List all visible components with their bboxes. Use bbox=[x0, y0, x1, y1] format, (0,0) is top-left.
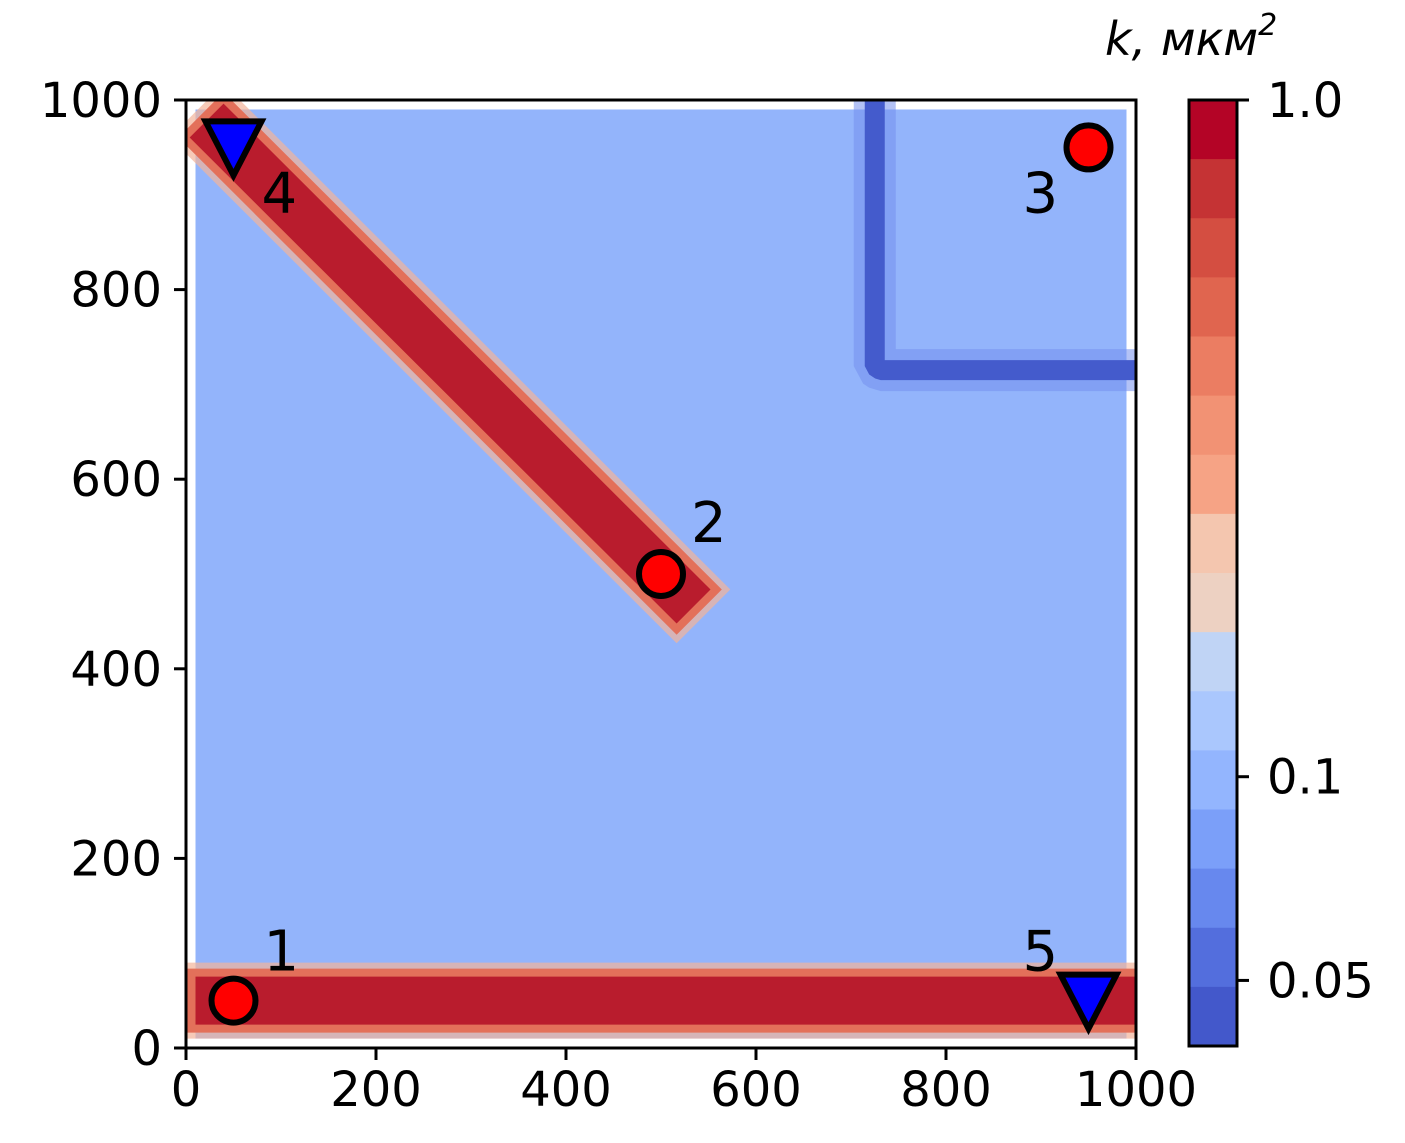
colorbar-level bbox=[1189, 809, 1237, 870]
colorbar-level bbox=[1189, 868, 1237, 929]
axes: 0 200 400 600 800 1000 0 200 400 600 800 1000 bbox=[40, 73, 1197, 1118]
colorbar: 1.0 0.1 0.05 bbox=[1187, 73, 1374, 1048]
well-4-marker bbox=[200, 118, 267, 182]
colorbar-tick-label: 0.05 bbox=[1267, 953, 1374, 1009]
colorbar-level bbox=[1189, 750, 1237, 811]
well-5-label: 5 bbox=[1023, 920, 1059, 985]
colorbar-title-sup: 2 bbox=[1258, 8, 1277, 43]
y-tick-label: 800 bbox=[70, 263, 162, 319]
well-1-marker bbox=[208, 975, 259, 1026]
colorbar-level bbox=[1189, 395, 1237, 456]
colorbar-title: k, мкм2 bbox=[1105, 8, 1277, 66]
colorbar-level bbox=[1189, 336, 1237, 397]
colorbar-title-main: k, мкм bbox=[1105, 12, 1258, 66]
colorbar-level bbox=[1189, 218, 1237, 278]
plot-area bbox=[186, 100, 1136, 1039]
well-2-marker bbox=[636, 549, 686, 599]
x-tick-label: 400 bbox=[520, 1062, 612, 1118]
colorbar-level bbox=[1189, 632, 1237, 692]
plot-border bbox=[184, 98, 1138, 1050]
colorbar-level bbox=[1189, 277, 1237, 338]
well-1-label: 1 bbox=[264, 920, 300, 985]
colorbar-level bbox=[1189, 573, 1237, 633]
colorbar-level bbox=[1189, 159, 1237, 219]
x-tick-label: 600 bbox=[710, 1062, 802, 1118]
colorbar-level bbox=[1189, 454, 1237, 515]
colorbar-tick-label: 1.0 bbox=[1267, 73, 1343, 129]
well-4-label: 4 bbox=[262, 161, 298, 226]
fracture-diagonal bbox=[189, 103, 711, 624]
colorbar-level bbox=[1189, 513, 1237, 574]
y-tick-label: 600 bbox=[70, 452, 162, 508]
y-tick-label: 400 bbox=[70, 642, 162, 698]
y-tick-label: 200 bbox=[70, 831, 162, 887]
x-tick-label: 0 bbox=[171, 1062, 202, 1118]
x-tick-label: 200 bbox=[330, 1062, 422, 1118]
well-3-marker bbox=[1063, 122, 1114, 173]
colorbar-level bbox=[1189, 927, 1237, 988]
colorbar-border bbox=[1187, 98, 1239, 1048]
wells: 1 2 3 4 5 bbox=[200, 118, 1122, 1036]
colorbar-level bbox=[1189, 986, 1237, 1047]
well-2-label: 2 bbox=[691, 491, 727, 556]
colorbar-tick-label: 0.1 bbox=[1267, 750, 1343, 806]
plot-frame bbox=[184, 98, 1138, 1050]
x-tick-label: 1000 bbox=[1075, 1062, 1197, 1118]
y-tick-label: 1000 bbox=[40, 73, 162, 129]
colorbar-level bbox=[1189, 100, 1237, 160]
y-tick-label: 0 bbox=[131, 1021, 162, 1077]
well-5-marker bbox=[1055, 971, 1122, 1036]
well-3-label: 3 bbox=[1023, 161, 1059, 226]
colorbar-level bbox=[1189, 691, 1237, 751]
low-permeability-barrier bbox=[864, 100, 1136, 381]
x-tick-label: 800 bbox=[900, 1062, 992, 1118]
